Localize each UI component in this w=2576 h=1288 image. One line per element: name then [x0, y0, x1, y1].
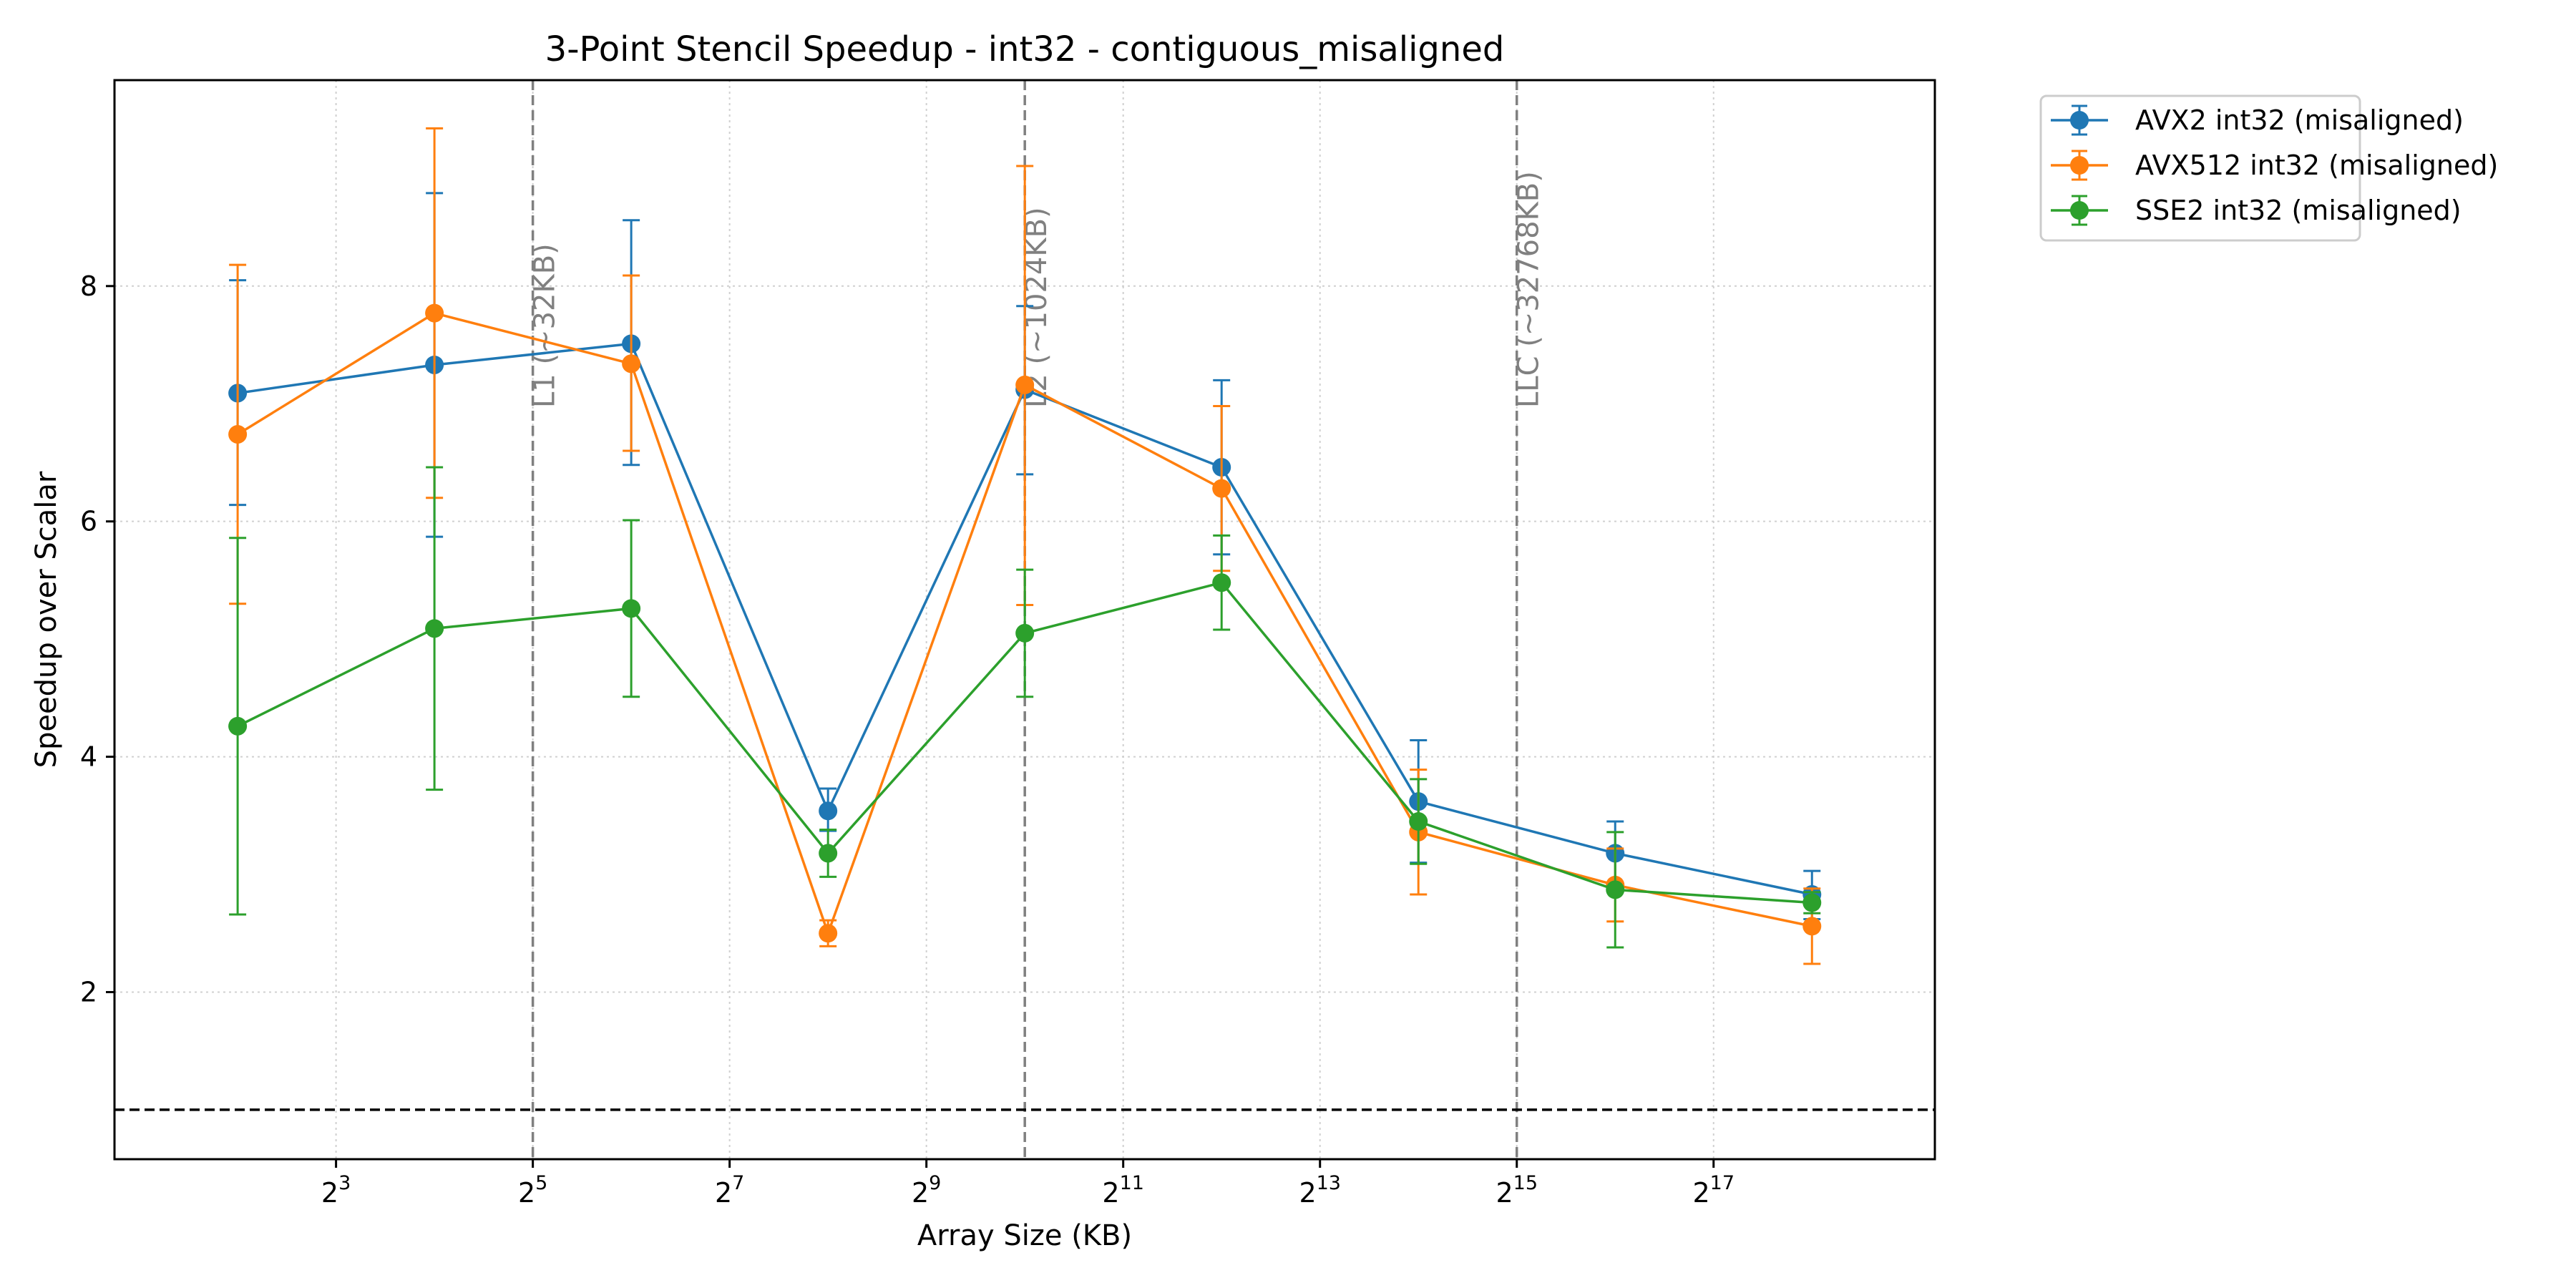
- data-point: [819, 924, 838, 943]
- x-axis-ticks: 23 25 27 29 211 213 215 217: [321, 1159, 1735, 1209]
- data-point: [819, 844, 838, 863]
- x-tick-exponent: 7: [732, 1172, 744, 1194]
- x-tick-exponent: 17: [1710, 1172, 1735, 1194]
- data-point: [1212, 479, 1231, 498]
- x-tick-base: 2: [1299, 1177, 1316, 1209]
- x-tick-base: 2: [321, 1177, 338, 1209]
- x-tick-base: 2: [715, 1177, 732, 1209]
- x-tick-exponent: 15: [1513, 1172, 1538, 1194]
- data-point: [819, 801, 838, 821]
- data-point: [1409, 812, 1428, 831]
- x-tick-exponent: 3: [338, 1172, 351, 1194]
- legend-label: SSE2 int32 (misaligned): [2135, 195, 2462, 226]
- x-tick-label: 25: [518, 1172, 547, 1209]
- data-point: [228, 716, 248, 736]
- x-tick-base: 2: [1692, 1177, 1709, 1209]
- y-axis-title: Speedup over Scalar: [30, 471, 63, 768]
- x-tick-exponent: 13: [1317, 1172, 1341, 1194]
- legend-label: AVX2 int32 (misaligned): [2135, 104, 2464, 136]
- series-layer: [228, 127, 1822, 965]
- x-tick-label: 217: [1692, 1172, 1735, 1209]
- x-tick-base: 2: [518, 1177, 535, 1209]
- data-point: [1015, 375, 1035, 394]
- y-tick-label: 4: [80, 741, 97, 773]
- x-tick-exponent: 5: [535, 1172, 547, 1194]
- chart-title: 3-Point Stencil Speedup - int32 - contig…: [545, 29, 1505, 69]
- x-tick-label: 215: [1496, 1172, 1538, 1209]
- x-axis-title: Array Size (KB): [917, 1219, 1132, 1252]
- legend-marker: [2070, 201, 2089, 220]
- y-tick-label: 2: [80, 976, 97, 1008]
- x-tick-exponent: 9: [929, 1172, 941, 1194]
- x-tick-label: 29: [912, 1172, 941, 1209]
- x-tick-base: 2: [1496, 1177, 1513, 1209]
- data-point: [1212, 573, 1231, 592]
- x-tick-base: 2: [1102, 1177, 1119, 1209]
- legend-frame: [2039, 94, 2361, 242]
- data-point: [622, 354, 641, 374]
- x-tick-base: 2: [912, 1177, 929, 1209]
- legend-entry: AVX512 int32 (misaligned): [2051, 150, 2498, 181]
- cache-boundary-label: L1 (~32KB): [529, 243, 562, 408]
- plot-frame: [113, 79, 1936, 1161]
- series-2: [228, 466, 1822, 949]
- legend: AVX2 int32 (misaligned) AVX512 int32 (mis…: [2039, 94, 2498, 242]
- x-tick-exponent: 11: [1120, 1172, 1144, 1194]
- reference-lines: L1 (~32KB) L2 (~1024KB) LLC (~32768KB): [114, 80, 1935, 1159]
- data-point: [425, 619, 444, 638]
- y-tick-label: 6: [80, 506, 97, 537]
- data-point: [1015, 623, 1035, 643]
- data-point: [425, 303, 444, 323]
- data-point: [622, 599, 641, 618]
- x-tick-label: 213: [1299, 1172, 1341, 1209]
- x-tick-label: 27: [715, 1172, 744, 1209]
- legend-entry: SSE2 int32 (misaligned): [2051, 195, 2462, 226]
- data-point: [228, 424, 248, 444]
- legend-marker: [2070, 111, 2089, 130]
- x-tick-label: 23: [321, 1172, 351, 1209]
- data-point: [1606, 880, 1625, 899]
- legend-label: AVX512 int32 (misaligned): [2135, 150, 2498, 181]
- legend-entry: AVX2 int32 (misaligned): [2051, 104, 2464, 136]
- legend-marker: [2070, 156, 2089, 175]
- x-tick-label: 211: [1102, 1172, 1144, 1209]
- legend-items: AVX2 int32 (misaligned) AVX512 int32 (mis…: [2051, 104, 2498, 226]
- data-point: [1802, 917, 1822, 936]
- y-axis-ticks: 2 4 6 8: [80, 270, 114, 1008]
- y-tick-label: 8: [80, 270, 97, 302]
- data-point: [1802, 893, 1822, 912]
- cache-boundary-label: L2 (~1024KB): [1020, 207, 1053, 408]
- cache-boundary-label: LLC (~32768KB): [1513, 171, 1546, 408]
